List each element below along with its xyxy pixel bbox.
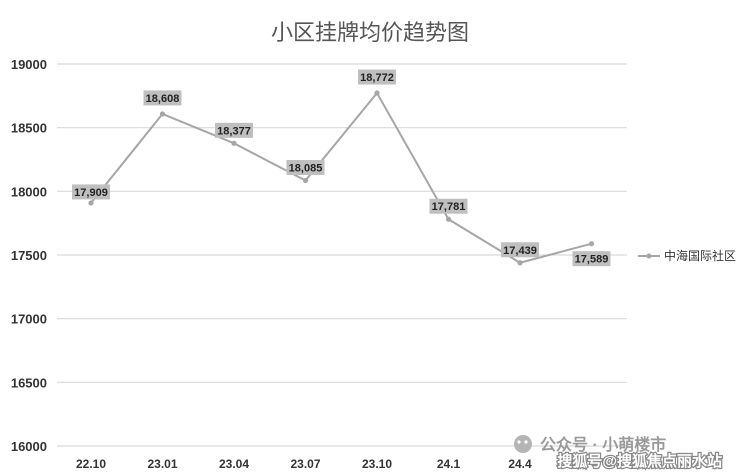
data-label: 18,085	[286, 160, 325, 176]
data-label: 17,781	[429, 198, 468, 214]
data-label-text: 18,772	[360, 72, 394, 84]
data-label: 17,589	[572, 251, 611, 267]
data-label-box	[572, 251, 611, 267]
y-tick-label: 17500	[11, 248, 47, 263]
x-tick-label: 22.10	[76, 457, 106, 471]
data-point	[231, 140, 237, 146]
data-label-box	[429, 198, 468, 214]
watermark: 公众号 · 小萌楼市 搜狐号@搜狐焦点丽水站	[514, 435, 723, 471]
series-line	[88, 90, 595, 266]
watermark-text: 公众号 · 小萌楼市	[540, 435, 666, 454]
x-axis: 22.10 23.01 23.04 23.07 23.10 24.1 24.4	[76, 457, 532, 471]
legend-label: 中海国际社区	[664, 248, 736, 263]
data-point	[88, 200, 94, 206]
x-tick-label: 23.10	[362, 457, 392, 471]
wechat-icon-eye-right	[524, 440, 528, 444]
y-tick-label: 17000	[11, 312, 47, 327]
data-label-text: 17,439	[503, 245, 537, 257]
y-tick-label: 18000	[11, 184, 47, 199]
data-label-box	[358, 69, 396, 85]
legend: 中海国际社区	[638, 248, 736, 263]
data-label: 17,909	[72, 184, 110, 200]
data-label-text: 17,589	[575, 254, 609, 266]
data-label-box	[143, 90, 182, 106]
data-label-text: 17,909	[74, 187, 108, 199]
wechat-icon	[514, 435, 532, 453]
y-tick-label: 16000	[11, 439, 47, 454]
data-point	[159, 111, 166, 117]
y-tick-label: 18500	[11, 121, 47, 136]
data-label-box	[72, 184, 110, 200]
data-label: 18,772	[358, 69, 396, 85]
data-point	[302, 177, 309, 184]
data-label-box	[501, 242, 539, 258]
x-tick-label: 24.1	[437, 457, 461, 471]
y-tick-label: 16500	[11, 375, 47, 390]
y-tick-label: 19000	[11, 57, 47, 72]
data-labels: 17,909 18,608 18,377 18,085 18,772 17,781 17,4…	[72, 69, 611, 267]
chart-title: 小区挂牌均价趋势图	[271, 21, 469, 46]
wechat-icon-eye-left	[517, 440, 521, 444]
data-point	[374, 90, 380, 96]
x-tick-label: 24.4	[508, 457, 532, 471]
data-label-text: 18,085	[289, 163, 323, 175]
data-label-box	[215, 122, 253, 138]
data-label: 18,608	[143, 90, 182, 106]
series-line-path	[90, 91, 592, 264]
data-point	[445, 216, 452, 222]
data-point	[517, 260, 523, 266]
data-label-text: 18,608	[146, 93, 180, 105]
y-axis: 19000 18500 18000 17500 17000 16500 16000	[11, 57, 47, 454]
x-tick-label: 23.07	[290, 457, 320, 471]
legend-marker	[646, 253, 652, 259]
data-label-text: 17,781	[432, 201, 466, 213]
x-tick-label: 23.01	[147, 457, 177, 471]
data-label: 17,439	[501, 242, 539, 258]
grid-lines	[57, 63, 627, 447]
data-point	[588, 241, 595, 247]
data-label: 18,377	[215, 122, 253, 138]
data-label-text: 18,377	[217, 125, 251, 137]
watermark-source: 搜狐号@搜狐焦点丽水站	[557, 452, 722, 470]
data-label-box	[286, 160, 325, 176]
x-tick-label: 23.04	[219, 457, 249, 471]
